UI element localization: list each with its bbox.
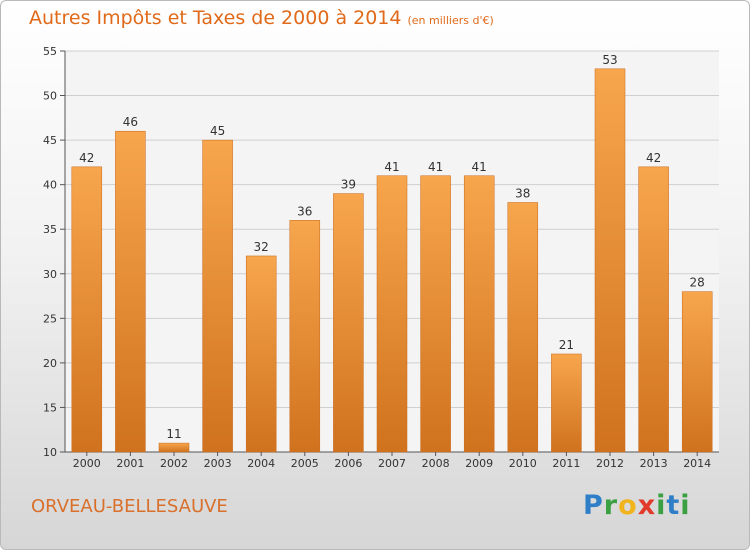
y-tick-label: 40 <box>43 179 57 192</box>
data-label-2006: 39 <box>341 178 356 192</box>
bar-2002 <box>158 442 190 453</box>
data-label-2013: 42 <box>646 151 661 165</box>
y-tick-label: 30 <box>43 268 57 281</box>
data-label-2005: 36 <box>297 204 312 218</box>
bar-2003 <box>202 139 233 453</box>
data-label-2014: 28 <box>690 276 705 290</box>
data-label-2002: 11 <box>166 427 181 441</box>
x-tick-label-2000: 2000 <box>73 457 101 470</box>
chart-subtitle: (en milliers d'€) <box>407 14 494 27</box>
y-tick-label: 35 <box>43 223 57 236</box>
y-tick-label: 10 <box>43 446 57 459</box>
data-label-2009: 41 <box>472 160 487 174</box>
y-tick-label: 45 <box>43 134 57 147</box>
bar-2009 <box>463 175 495 453</box>
y-tick-label: 20 <box>43 357 57 370</box>
x-tick-label-2009: 2009 <box>465 457 493 470</box>
bar-2005 <box>289 220 321 453</box>
data-label-2011: 21 <box>559 338 574 352</box>
bar-2006 <box>333 193 364 453</box>
x-tick-label-2012: 2012 <box>596 457 624 470</box>
x-tick-label-2007: 2007 <box>378 457 406 470</box>
bar-2012 <box>594 68 626 453</box>
data-label-2010: 38 <box>515 186 530 200</box>
x-tick-label-2003: 2003 <box>204 457 232 470</box>
x-tick-label-2008: 2008 <box>422 457 450 470</box>
data-label-2000: 42 <box>79 151 94 165</box>
bar-2004 <box>245 255 277 453</box>
place-name: ORVEAU-BELLESAUVE <box>31 496 228 517</box>
bar-2013 <box>638 166 669 453</box>
bar-2008 <box>420 175 451 453</box>
x-tick-label-2005: 2005 <box>291 457 319 470</box>
y-tick-label: 55 <box>43 45 57 58</box>
x-tick-label-2010: 2010 <box>509 457 537 470</box>
chart-title-text: Autres Impôts et Taxes de 2000 à 2014 <box>29 7 402 29</box>
bar-2007 <box>376 175 408 453</box>
data-label-2008: 41 <box>428 160 443 174</box>
y-tick-label: 50 <box>43 90 57 103</box>
y-tick-label: 25 <box>43 312 57 325</box>
x-tick-label-2011: 2011 <box>552 457 580 470</box>
data-label-2001: 46 <box>123 115 138 129</box>
x-tick-label-2014: 2014 <box>683 457 711 470</box>
x-tick-label-2013: 2013 <box>640 457 668 470</box>
bar-2010 <box>507 202 539 453</box>
bar-2001 <box>115 130 146 453</box>
x-tick-label-2001: 2001 <box>116 457 144 470</box>
bar-2014 <box>681 291 713 453</box>
data-label-2003: 45 <box>210 124 225 138</box>
x-tick-label-2002: 2002 <box>160 457 188 470</box>
chart-title: Autres Impôts et Taxes de 2000 à 2014 (en… <box>29 7 494 29</box>
bar-2000 <box>71 166 103 453</box>
data-label-2012: 53 <box>602 53 617 67</box>
data-label-2007: 41 <box>384 160 399 174</box>
x-tick-label-2004: 2004 <box>247 457 275 470</box>
y-tick-label: 15 <box>43 401 57 414</box>
proxiti-logo: Proxiti <box>583 490 691 521</box>
data-label-2004: 32 <box>254 240 269 254</box>
bar-2011 <box>551 353 582 453</box>
x-tick-label-2006: 2006 <box>334 457 362 470</box>
